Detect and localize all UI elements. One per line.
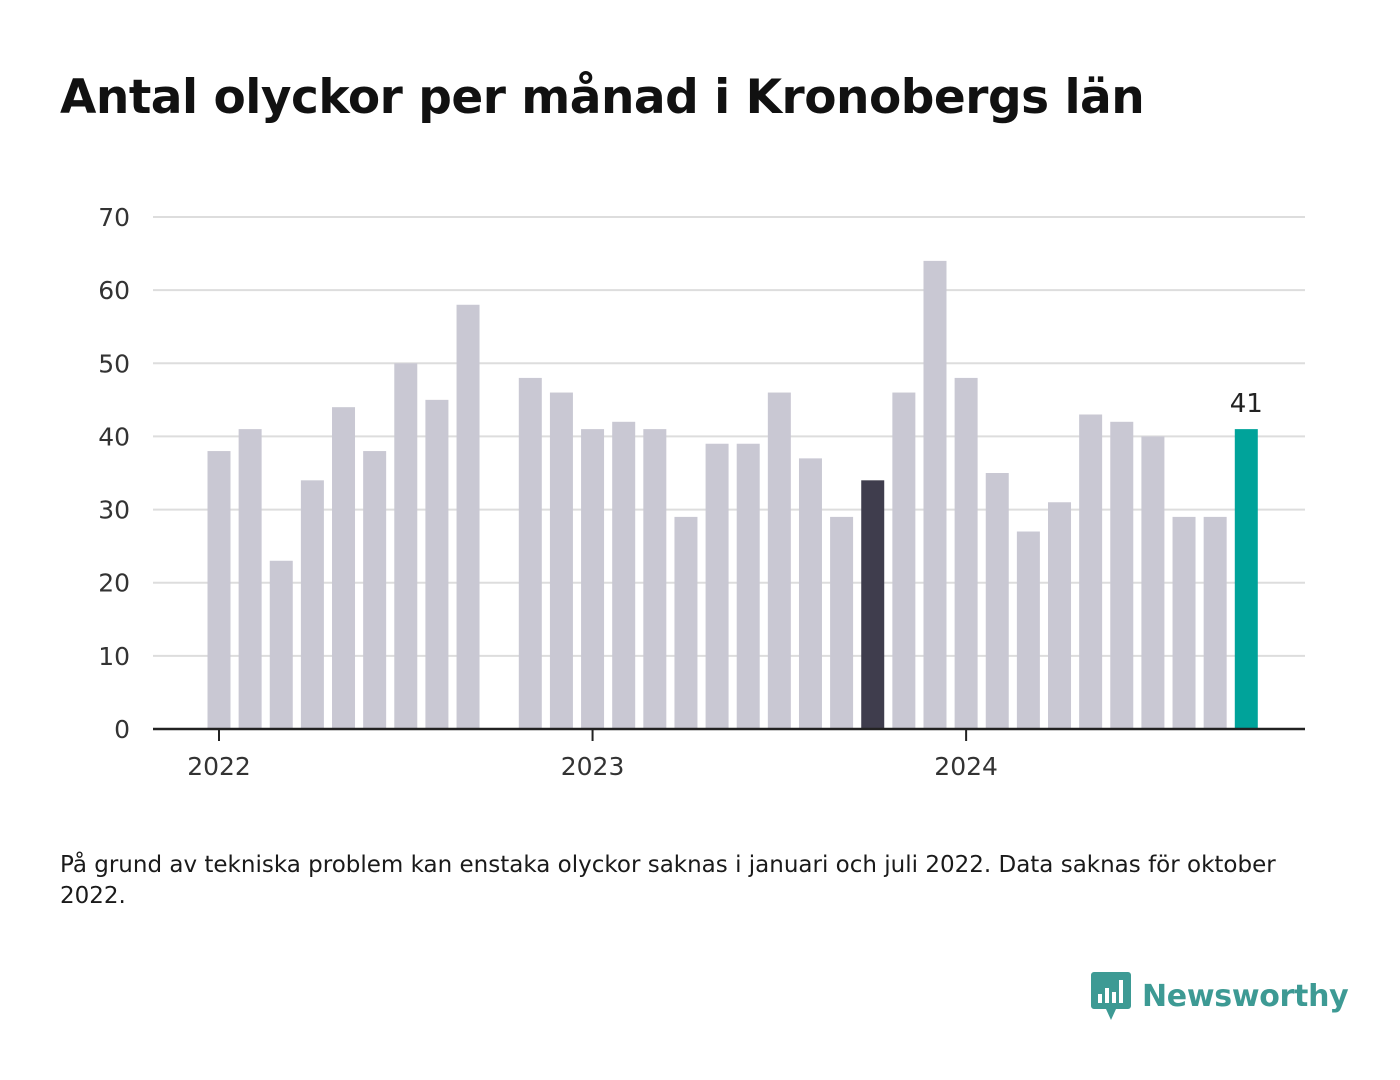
y-tick-label: 60 [98, 276, 130, 305]
y-tick-label: 50 [98, 349, 130, 378]
footnote: På grund av tekniska problem kan enstaka… [60, 852, 1276, 909]
bar-2024-08 [1172, 516, 1196, 729]
bar-chart: 0 10 20 30 40 50 60 70 2022 2023 2024 41 [98, 203, 1305, 781]
brand-logo[interactable]: Newsworthy [1090, 968, 1349, 1024]
data-labels: 41 [1230, 389, 1263, 419]
bar-2022-07 [394, 363, 418, 729]
bar-2023-10 [861, 480, 885, 729]
newsworthy-logo-icon [1091, 972, 1131, 1020]
bar-2024-09 [1203, 516, 1227, 729]
bar-2022-02 [238, 429, 262, 729]
bar-2024-04 [1048, 502, 1072, 729]
x-axis-tick-labels: 2022 2023 2024 [187, 752, 998, 781]
bar-2023-08 [798, 458, 822, 729]
y-axis-tick-labels: 0 10 20 30 40 50 60 70 [98, 203, 130, 744]
bar-2024-02 [985, 473, 1009, 729]
bar-2024-10 [1234, 429, 1258, 729]
bar-2022-06 [363, 451, 387, 729]
bar-2023-03 [643, 429, 667, 729]
y-tick-label: 0 [114, 715, 130, 744]
bar-2022-05 [332, 407, 356, 729]
bar-2022-03 [269, 560, 293, 729]
bar-2022-11 [518, 377, 542, 729]
x-tick-label-2023: 2023 [561, 752, 625, 781]
x-axis [153, 727, 1305, 741]
bar-2023-06 [736, 443, 760, 729]
bar-2024-05 [1079, 414, 1103, 729]
bar-2022-01 [207, 451, 231, 729]
y-tick-label: 10 [98, 642, 130, 671]
bar-2023-05 [705, 443, 729, 729]
chart-title: Antal olyckor per månad i Kronobergs län [60, 70, 1145, 125]
bar-2023-11 [892, 392, 916, 729]
y-tick-label: 70 [98, 203, 130, 232]
data-label-2024-10: 41 [1230, 389, 1263, 419]
bar-2023-09 [830, 516, 854, 729]
bar-2023-04 [674, 516, 698, 729]
bar-2023-01 [581, 429, 605, 729]
bars [207, 260, 1258, 729]
bar-2023-07 [767, 392, 791, 729]
bar-2022-12 [549, 392, 573, 729]
bar-2022-04 [300, 480, 324, 729]
y-tick-label: 20 [98, 569, 130, 598]
x-tick-label-2024: 2024 [934, 752, 998, 781]
bar-2023-02 [612, 421, 636, 729]
y-tick-label: 40 [98, 422, 130, 451]
bar-2024-07 [1141, 436, 1165, 729]
bar-2022-08 [425, 399, 449, 729]
y-tick-label: 30 [98, 496, 130, 525]
bar-2024-06 [1110, 421, 1134, 729]
bar-2022-09 [456, 304, 480, 729]
bar-2023-12 [923, 260, 947, 729]
bar-2024-01 [954, 377, 978, 729]
brand-name: Newsworthy [1142, 978, 1349, 1014]
x-tick-label-2022: 2022 [187, 752, 251, 781]
bar-2024-03 [1016, 531, 1040, 729]
